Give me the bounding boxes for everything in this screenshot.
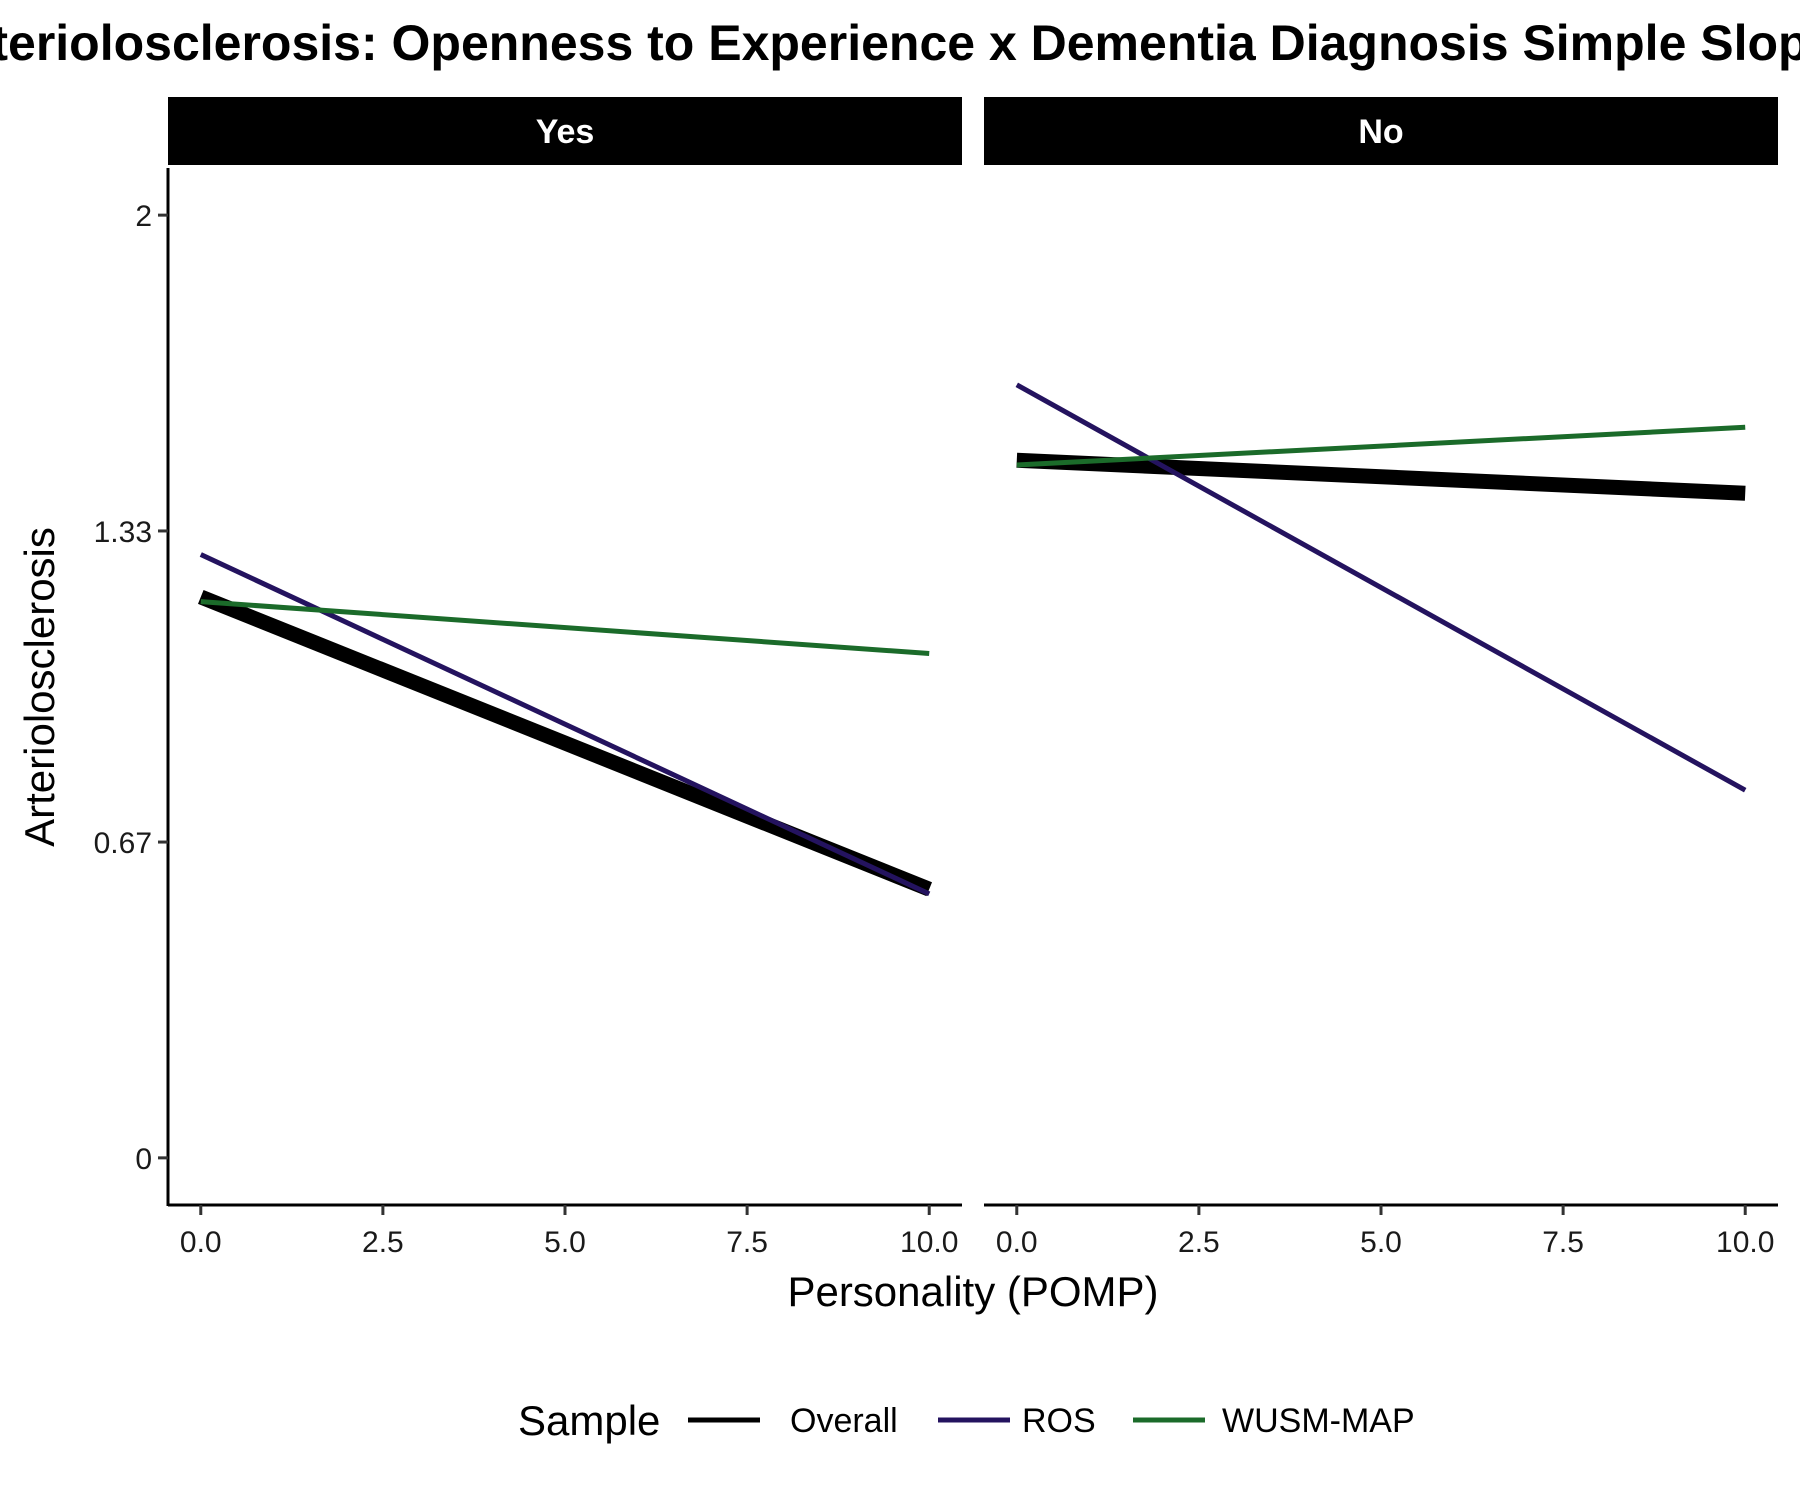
facet-strip-label: Yes bbox=[536, 113, 595, 151]
x-tick-label: 10.0 bbox=[1716, 1226, 1774, 1259]
series-line-wusm-map bbox=[1016, 424, 1746, 468]
x-tick-label: 2.5 bbox=[362, 1226, 404, 1259]
x-tick-label: 5.0 bbox=[544, 1226, 586, 1259]
legend: Sample Overall ROS WUSM-MAP bbox=[518, 1397, 1415, 1444]
x-tick-label: 5.0 bbox=[1360, 1226, 1402, 1259]
facet-panel: No 0.0 2.5 5.0 7.5 10.0 bbox=[984, 97, 1778, 1259]
x-axis-title: Personality (POMP) bbox=[787, 1268, 1158, 1315]
facet-panels: 0 0.67 1.33 2 Yes 0.0 2.5 5.0 7.5 10.0 No 0.0 2.5 5.0… bbox=[94, 97, 1778, 1259]
x-tick-label: 0.0 bbox=[180, 1226, 222, 1259]
y-axis: 0 0.67 1.33 2 bbox=[94, 168, 170, 1206]
x-tick-label: 7.5 bbox=[726, 1226, 768, 1259]
x-tick-label: 7.5 bbox=[1542, 1226, 1584, 1259]
y-tick-label: 0 bbox=[135, 1143, 152, 1176]
legend-item: WUSM-MAP bbox=[1133, 1402, 1415, 1440]
legend-title: Sample bbox=[518, 1397, 660, 1444]
facet-panel: Yes 0.0 2.5 5.0 7.5 10.0 bbox=[168, 97, 962, 1259]
legend-label: WUSM-MAP bbox=[1222, 1402, 1415, 1440]
x-tick-label: 0.0 bbox=[996, 1226, 1038, 1259]
facet-strip bbox=[984, 97, 1778, 165]
legend-label: Overall bbox=[790, 1402, 898, 1440]
series-line-overall bbox=[1016, 452, 1746, 501]
facet-strip bbox=[168, 97, 962, 165]
y-axis-title: Arteriolosclerosis bbox=[16, 527, 63, 847]
facet-strip-label: No bbox=[1358, 113, 1403, 151]
series-line-ros bbox=[1015, 382, 1747, 793]
x-tick-label: 2.5 bbox=[1178, 1226, 1220, 1259]
series-line-overall bbox=[197, 589, 933, 897]
series-line-wusm-map bbox=[200, 599, 930, 656]
chart-title: Arteriolosclerosis: Openness to Experien… bbox=[0, 15, 1800, 71]
y-tick-label: 2 bbox=[135, 200, 152, 233]
x-tick-label: 10.0 bbox=[900, 1226, 958, 1259]
y-tick-label: 1.33 bbox=[94, 516, 152, 549]
legend-item: ROS bbox=[938, 1402, 1096, 1440]
legend-item: Overall bbox=[688, 1402, 898, 1440]
y-tick-label: 0.67 bbox=[94, 827, 152, 860]
legend-label: ROS bbox=[1022, 1402, 1096, 1440]
series-line-ros bbox=[199, 552, 931, 897]
